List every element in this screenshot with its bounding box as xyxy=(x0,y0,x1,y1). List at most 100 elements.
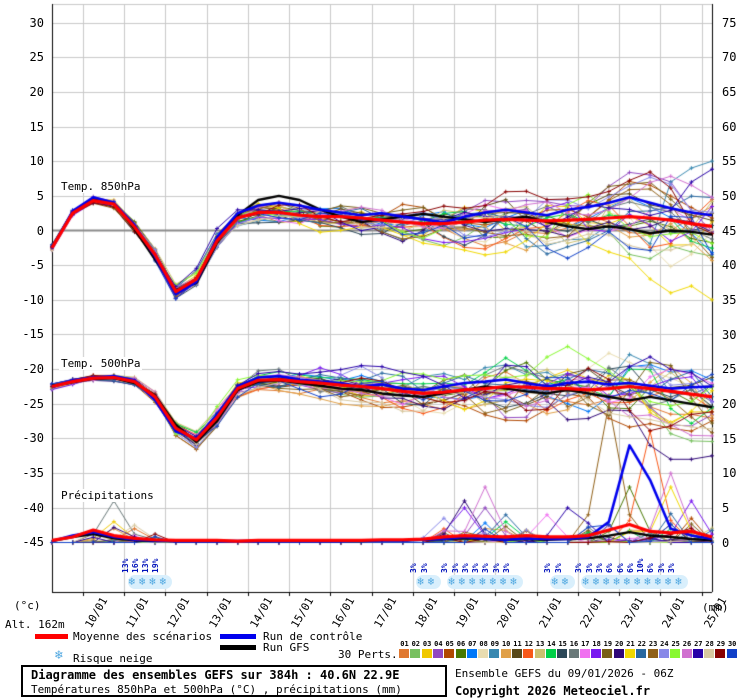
member-color-swatch xyxy=(692,649,703,658)
run-info: Ensemble GEFS du 09/01/2026 - 06Z xyxy=(455,667,674,680)
member-color-swatch xyxy=(681,649,692,658)
member-color-swatch xyxy=(444,649,455,658)
member-color-swatch xyxy=(557,649,568,658)
snow-percent-label: 3% xyxy=(450,563,460,573)
left-tick-label: 15 xyxy=(29,119,44,134)
left-axis-unit: (°c) xyxy=(14,599,41,612)
snowflake-icon: ❄ xyxy=(602,575,610,588)
snow-percent-label: 3% xyxy=(491,563,501,573)
label-temp-500: Temp. 500hPa xyxy=(59,357,143,370)
member-color-swatch xyxy=(410,649,421,658)
member-number: 28 xyxy=(705,640,714,648)
member-color-swatch xyxy=(432,649,443,658)
snow-strip xyxy=(550,575,575,589)
snowflake-icon: ❄ xyxy=(458,575,466,588)
snow-strip xyxy=(127,575,173,589)
snow-percent-label: 3% xyxy=(471,563,481,573)
member-color-swatch xyxy=(523,649,534,658)
member-number: 06 xyxy=(456,640,466,648)
control-line-swatch xyxy=(220,634,256,639)
control-legend-label: Run de contrôle xyxy=(263,630,363,643)
ensemble-plot-canvas xyxy=(0,0,740,630)
snow-percent-label: 3% xyxy=(594,563,604,573)
copyright: Copyright 2026 Meteociel.fr xyxy=(455,684,651,698)
snowflake-icon: ❄ xyxy=(128,575,136,588)
member-number: 25 xyxy=(671,640,680,648)
snowflake-icon: ❄ xyxy=(468,575,476,588)
perts-count-label: 30 Perts. xyxy=(338,648,398,661)
snow-percent-label: 13% xyxy=(120,558,130,573)
left-tick-label: -25 xyxy=(22,396,44,411)
snowflake-icon: ❄ xyxy=(654,575,662,588)
member-number: 08 xyxy=(479,640,488,648)
member-number: 16 xyxy=(569,640,579,648)
snowflake-icon: ❄ xyxy=(55,648,63,663)
snow-percent-label: 3% xyxy=(502,563,512,573)
left-tick-label: -20 xyxy=(22,362,44,377)
right-tick-label: 40 xyxy=(722,258,737,273)
left-tick-label: -10 xyxy=(22,292,44,307)
snowflake-icon: ❄ xyxy=(675,575,682,588)
member-number: 26 xyxy=(682,640,692,648)
member-number: 01 xyxy=(400,640,409,648)
snow-percent-label: 3% xyxy=(553,563,563,573)
right-tick-label: 45 xyxy=(722,223,737,238)
right-tick-label: 0 xyxy=(722,535,730,550)
snow-percent-label: 3% xyxy=(460,563,470,573)
snowflake-icon: ❄ xyxy=(582,575,589,588)
snow-percent-label: 6% xyxy=(605,563,615,573)
member-number: 11 xyxy=(513,640,522,648)
diagram-title: Diagramme des ensembles GEFS sur 384h : … xyxy=(31,668,400,682)
label-precipitations: Précipitations xyxy=(59,489,156,502)
altitude-label: Alt. 162m xyxy=(5,618,65,631)
snowflake-icon: ❄ xyxy=(417,575,424,588)
snowflake-icon: ❄ xyxy=(159,575,167,588)
member-color-swatch xyxy=(399,649,409,658)
member-number: 20 xyxy=(614,640,624,648)
gfs-line-swatch xyxy=(220,645,256,650)
snow-percent-label: 3% xyxy=(667,563,677,573)
snowflake-icon: ❄ xyxy=(633,575,641,588)
snowflake-icon: ❄ xyxy=(592,575,600,588)
member-color-swatch xyxy=(647,649,658,658)
left-tick-label: -15 xyxy=(22,327,44,342)
snowflake-icon: ❄ xyxy=(644,575,651,588)
member-number: 04 xyxy=(434,640,443,648)
member-number: 22 xyxy=(637,640,647,648)
member-color-swatch xyxy=(591,649,602,658)
right-axis-unit: (mm) xyxy=(702,601,729,614)
member-number: 12 xyxy=(524,640,534,648)
right-tick-label: 65 xyxy=(722,84,737,99)
snow-percent-label: 3% xyxy=(440,563,450,573)
snowflake-icon: ❄ xyxy=(479,575,486,588)
snow-percent-label: 6% xyxy=(625,563,635,573)
member-number: 17 xyxy=(581,640,590,648)
diagram-title-box: Diagramme des ensembles GEFS sur 384h : … xyxy=(21,665,447,697)
member-number: 14 xyxy=(547,640,556,648)
member-color-swatch xyxy=(421,649,432,658)
label-temp-850: Temp. 850hPa xyxy=(59,180,143,193)
member-number: 15 xyxy=(558,640,567,648)
snowflake-icon: ❄ xyxy=(664,575,672,588)
snow-percent-label: 19% xyxy=(151,558,161,573)
gfs-legend-label: Run GFS xyxy=(263,641,310,654)
right-tick-label: 5 xyxy=(722,500,730,515)
right-tick-label: 30 xyxy=(722,327,737,342)
member-color-swatch xyxy=(534,649,545,658)
member-color-swatch xyxy=(625,649,635,658)
left-tick-label: -40 xyxy=(22,500,44,515)
right-tick-label: 75 xyxy=(722,15,737,30)
left-tick-label: -35 xyxy=(22,466,44,481)
left-tick-label: 20 xyxy=(29,84,44,99)
member-color-swatch xyxy=(602,649,613,658)
member-number: 05 xyxy=(445,640,454,648)
diagram-subtitle: Températures 850hPa et 500hPa (°C) , pré… xyxy=(31,683,402,696)
snowflake-icon: ❄ xyxy=(448,575,455,588)
snow-percent-label: 3% xyxy=(409,563,419,573)
member-color-swatch xyxy=(466,649,477,658)
member-color-swatch xyxy=(704,649,715,658)
right-tick-label: 60 xyxy=(722,119,737,134)
member-color-swatch xyxy=(568,649,579,658)
snowflake-icon: ❄ xyxy=(149,575,156,588)
